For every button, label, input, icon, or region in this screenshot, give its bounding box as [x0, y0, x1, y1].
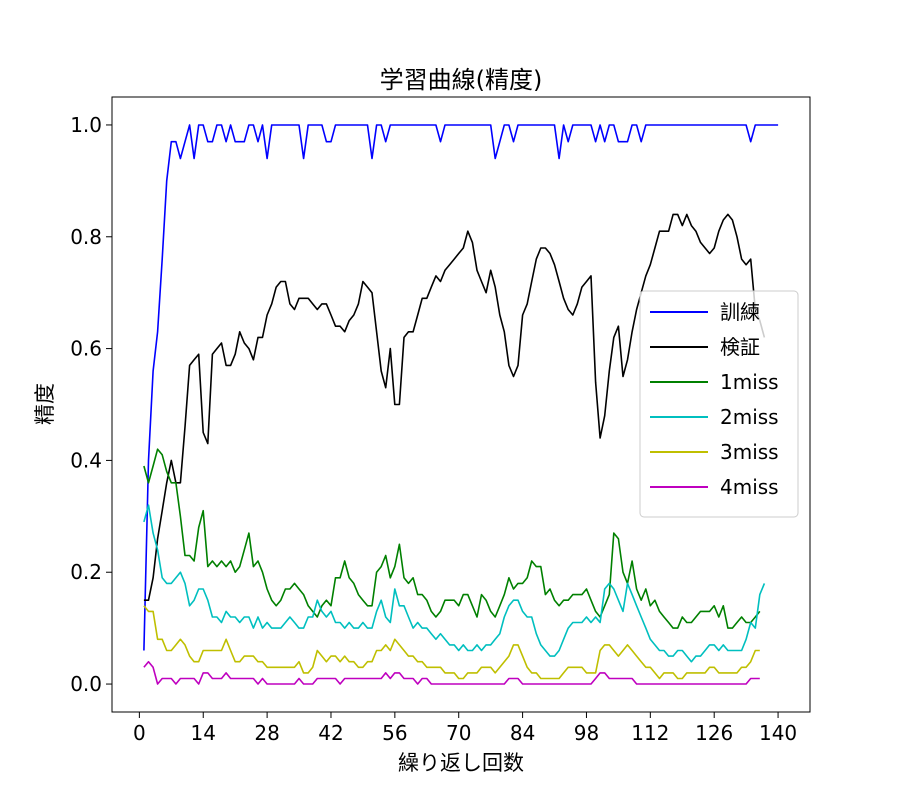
series-line-0 [143, 124, 779, 651]
axes-frame [111, 96, 811, 713]
legend-label-2: 1miss [720, 370, 779, 394]
legend-label-0: 訓練 [720, 300, 760, 324]
x-tick-label: 56 [382, 721, 407, 745]
series-line-5 [143, 660, 760, 685]
x-tick-label: 84 [510, 721, 535, 745]
legend-label-1: 検証 [720, 335, 760, 359]
chart-title: 学習曲線(精度) [380, 66, 543, 94]
series-line-4 [143, 605, 760, 680]
x-tick-label: 28 [254, 721, 279, 745]
series-line-3 [143, 504, 766, 663]
plot-area [143, 124, 779, 685]
x-tick-label: 126 [695, 721, 733, 745]
x-tick-label: 70 [446, 721, 471, 745]
y-tick-label: 0.2 [70, 560, 102, 584]
y-axis-label: 精度 [33, 383, 57, 425]
legend-label-5: 4miss [720, 475, 779, 499]
x-tick-label: 0 [133, 721, 146, 745]
x-tick-label: 112 [631, 721, 669, 745]
x-tick-label: 14 [191, 721, 216, 745]
y-tick-label: 0.8 [70, 225, 102, 249]
series-line-1 [143, 213, 766, 601]
y-tick-label: 1.0 [70, 113, 102, 137]
legend-label-4: 3miss [720, 440, 779, 464]
x-tick-label: 98 [574, 721, 599, 745]
axis-ticks: 0 14 28 42 56 70 84 98 112 126 140 0.0 0.2 0.4 0.6 0.8 1… [70, 113, 797, 745]
y-tick-label: 0.4 [70, 448, 102, 472]
y-tick-label: 0.6 [70, 337, 102, 361]
y-tick-label: 0.0 [70, 672, 102, 696]
legend-label-3: 2miss [720, 405, 779, 429]
x-tick-label: 42 [318, 721, 343, 745]
x-axis-label: 繰り返し回数 [398, 751, 524, 775]
series-line-2 [143, 448, 761, 629]
x-tick-label: 140 [759, 721, 797, 745]
